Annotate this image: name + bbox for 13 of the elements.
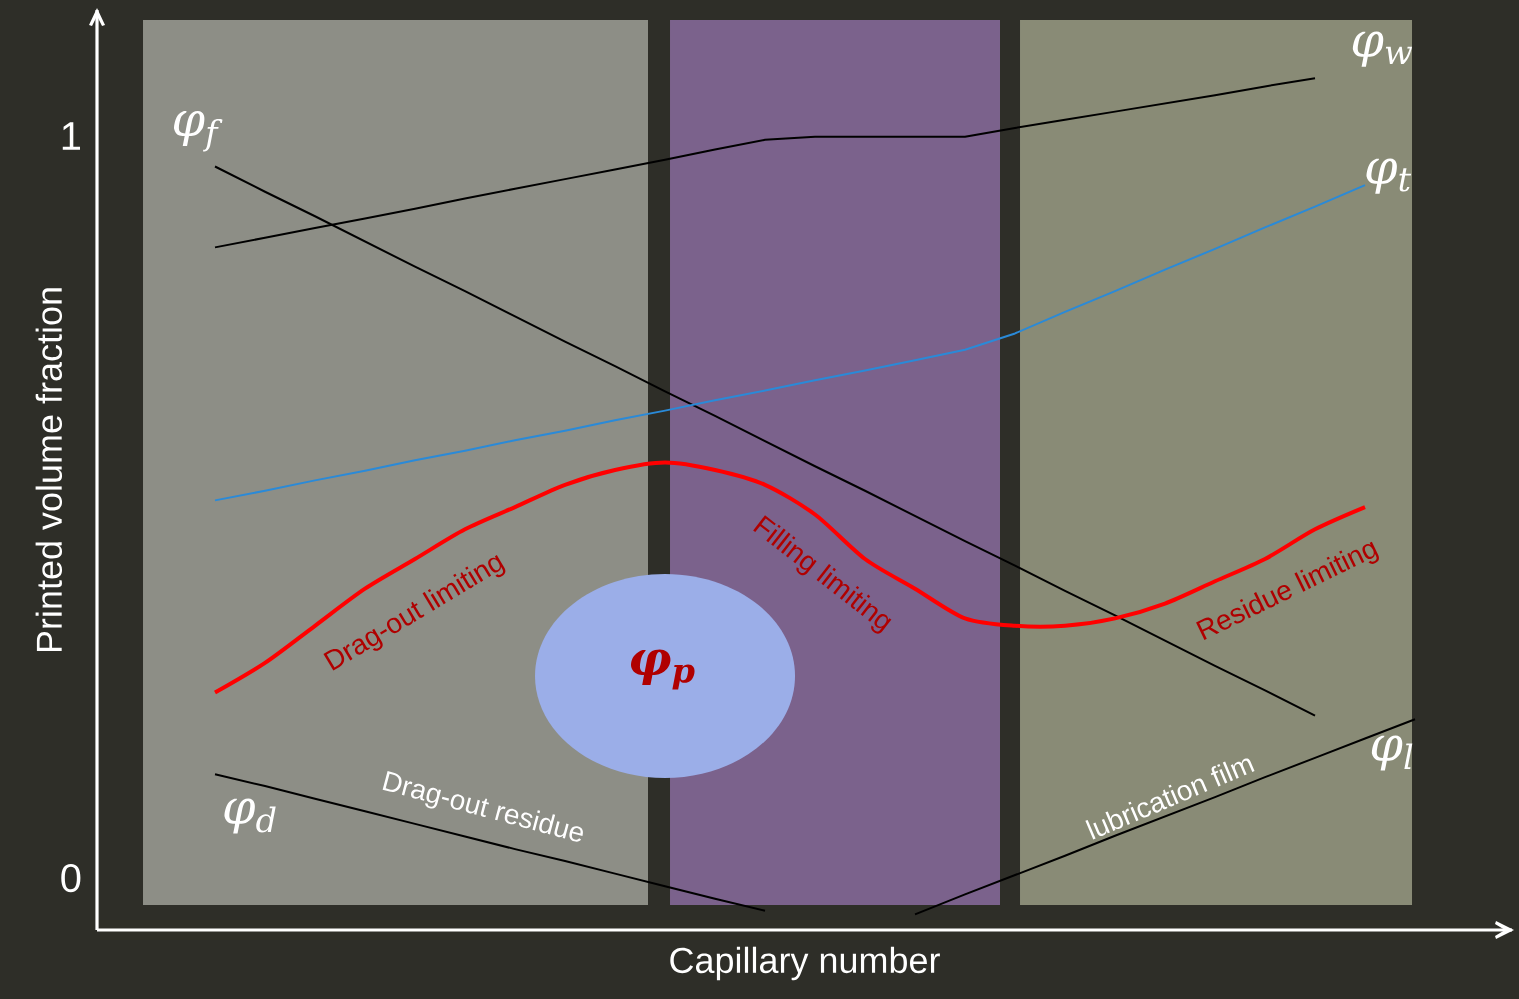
line-series bbox=[214, 184, 1367, 502]
series-label: φ$_{l}$ bbox=[1371, 735, 1413, 771]
line-series bbox=[214, 773, 767, 912]
annotation: Drag-out residue bbox=[382, 771, 583, 842]
y-tick-label: 1 bbox=[62, 122, 80, 150]
series-label: φ$_{t}$ bbox=[1366, 158, 1412, 194]
x-axis-title: Capillary number bbox=[670, 946, 940, 981]
series-label: φ$_{w}$ bbox=[1352, 31, 1413, 67]
y-axis-title: Printed volume fraction bbox=[35, 288, 63, 652]
y-tick-label: 0 bbox=[61, 863, 81, 893]
series-label: φ$_{d}$ bbox=[224, 798, 276, 834]
annotation: φ$_{p}$ bbox=[631, 649, 695, 690]
series-label: φ$_{f}$ bbox=[174, 110, 223, 152]
